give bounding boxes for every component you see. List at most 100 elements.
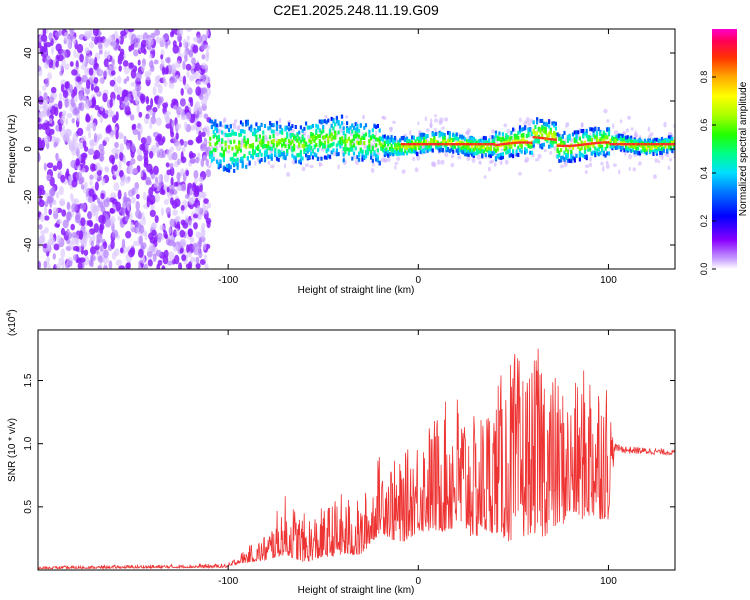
spectrogram-cell	[588, 162, 593, 168]
spectrogram-cell	[438, 132, 441, 137]
spectrogram-cell	[84, 30, 91, 40]
spectrogram-cell	[489, 145, 492, 150]
spectrogram-cell	[471, 137, 474, 142]
spectrogram-cell	[178, 262, 183, 269]
spectrogram-cell	[52, 207, 59, 214]
spectrogram-cell	[103, 70, 107, 77]
spectrogram-cell	[435, 139, 438, 144]
spectrogram-cell	[289, 133, 292, 138]
spectrogram-cell	[113, 164, 118, 172]
spectrogram-cell	[319, 162, 323, 167]
spectrogram-cell	[260, 157, 263, 162]
spectrogram-cell	[517, 138, 520, 143]
spectrogram-cell	[304, 163, 309, 167]
spectrogram-cell	[522, 133, 525, 137]
spectrogram-cell	[349, 147, 352, 152]
spectrogram-cell	[400, 150, 403, 155]
spectrogram-cell	[50, 186, 56, 197]
spectrogram-cell	[631, 148, 634, 153]
spectrogram-cell	[655, 137, 658, 142]
spectrogram-cell	[563, 141, 566, 146]
spectrogram-cell	[44, 77, 50, 88]
spectrogram-cell	[657, 147, 660, 152]
spectrogram-cell	[109, 110, 115, 118]
spectrogram-cell	[589, 156, 592, 162]
spectrogram-cell	[476, 148, 479, 153]
spectrogram-cell	[149, 209, 156, 218]
spectrogram-cell	[291, 139, 294, 144]
spectrogram-cell	[662, 143, 665, 146]
spectrogram-cell	[368, 139, 371, 144]
spectrogram-cell	[493, 137, 496, 142]
spectrogram-cell	[116, 75, 122, 84]
spectrogram-cell	[479, 149, 482, 154]
spectrogram-cell	[447, 140, 450, 145]
spectrogram-cell	[82, 140, 87, 149]
spectrogram-cell	[594, 127, 597, 132]
spectrogram-cell	[323, 119, 326, 124]
spectrogram-cell	[90, 114, 94, 122]
spectrogram-cell	[243, 143, 246, 148]
spectrogram-cell	[281, 152, 284, 156]
spectrogram-cell	[532, 136, 535, 139]
spectrogram-cell	[616, 143, 619, 146]
spectrogram-cell	[186, 244, 190, 253]
spectrogram-cell	[411, 135, 414, 140]
spectrogram-cell	[394, 135, 397, 140]
spectrogram-cell	[619, 145, 623, 150]
spectrogram-cell	[503, 145, 506, 149]
spectrogram-cell	[546, 133, 549, 138]
spectrogram-cell	[580, 129, 583, 133]
spectrogram-cell	[563, 144, 566, 148]
spectrogram-cell	[520, 138, 523, 143]
spectrogram-cell	[364, 123, 368, 128]
spectrogram-cell	[457, 150, 460, 155]
spectrogram-cell	[556, 144, 559, 147]
spectrogram-cell	[81, 240, 87, 248]
spectrogram-cell	[109, 154, 115, 164]
spectrogram-cell	[565, 153, 568, 157]
spectrogram-cell	[558, 137, 561, 141]
spectrogram-cell	[565, 144, 568, 148]
spectrogram-cell	[394, 145, 397, 150]
spectrogram-cell	[635, 146, 638, 151]
spectrogram-cell	[310, 151, 313, 156]
spectrogram-cell	[626, 143, 629, 146]
spectrogram-cell	[94, 181, 99, 191]
spectrogram-cell	[233, 139, 236, 144]
spectrogram-cell	[279, 124, 282, 129]
spectrogram-cell	[195, 156, 200, 164]
spectrogram-cell	[609, 143, 612, 146]
spectrogram-cell	[91, 234, 96, 242]
spectrogram-cell	[518, 171, 522, 176]
spectrogram-cell	[551, 133, 554, 137]
spectrogram-cell	[589, 147, 592, 152]
spectrogram-cell	[390, 151, 393, 156]
spectrogram-cell	[375, 153, 378, 158]
spectrogram-cell	[373, 151, 376, 156]
spectrogram-cell	[209, 150, 212, 155]
spectrogram-cell	[165, 162, 170, 168]
spectrogram-cell	[233, 152, 236, 157]
spectrogram-cell	[169, 218, 176, 228]
spectrogram-cell	[60, 227, 66, 236]
spectrogram-cell	[299, 153, 302, 158]
spectrogram-cell	[344, 139, 347, 144]
spectrogram-cell	[227, 138, 230, 144]
spectrogram-cell	[281, 143, 284, 148]
spectrogram-cell	[643, 143, 646, 146]
spectrogram-cell	[476, 140, 479, 145]
spectrogram-cell	[131, 196, 136, 204]
spectrogram-cell	[222, 153, 225, 158]
spectrogram-cell	[296, 133, 299, 138]
spectrogram-cell	[42, 85, 47, 91]
spectrogram-cell	[205, 29, 209, 37]
spectrogram-cell	[388, 139, 391, 144]
spectrogram-cell	[79, 257, 86, 263]
spectrogram-cell	[621, 134, 624, 138]
spectrogram-cell	[70, 97, 75, 108]
spectrogram-cell	[438, 148, 441, 153]
spectrogram-cell	[315, 143, 318, 147]
spectrogram-cell	[209, 142, 212, 147]
spectrogram-cell	[573, 138, 576, 142]
